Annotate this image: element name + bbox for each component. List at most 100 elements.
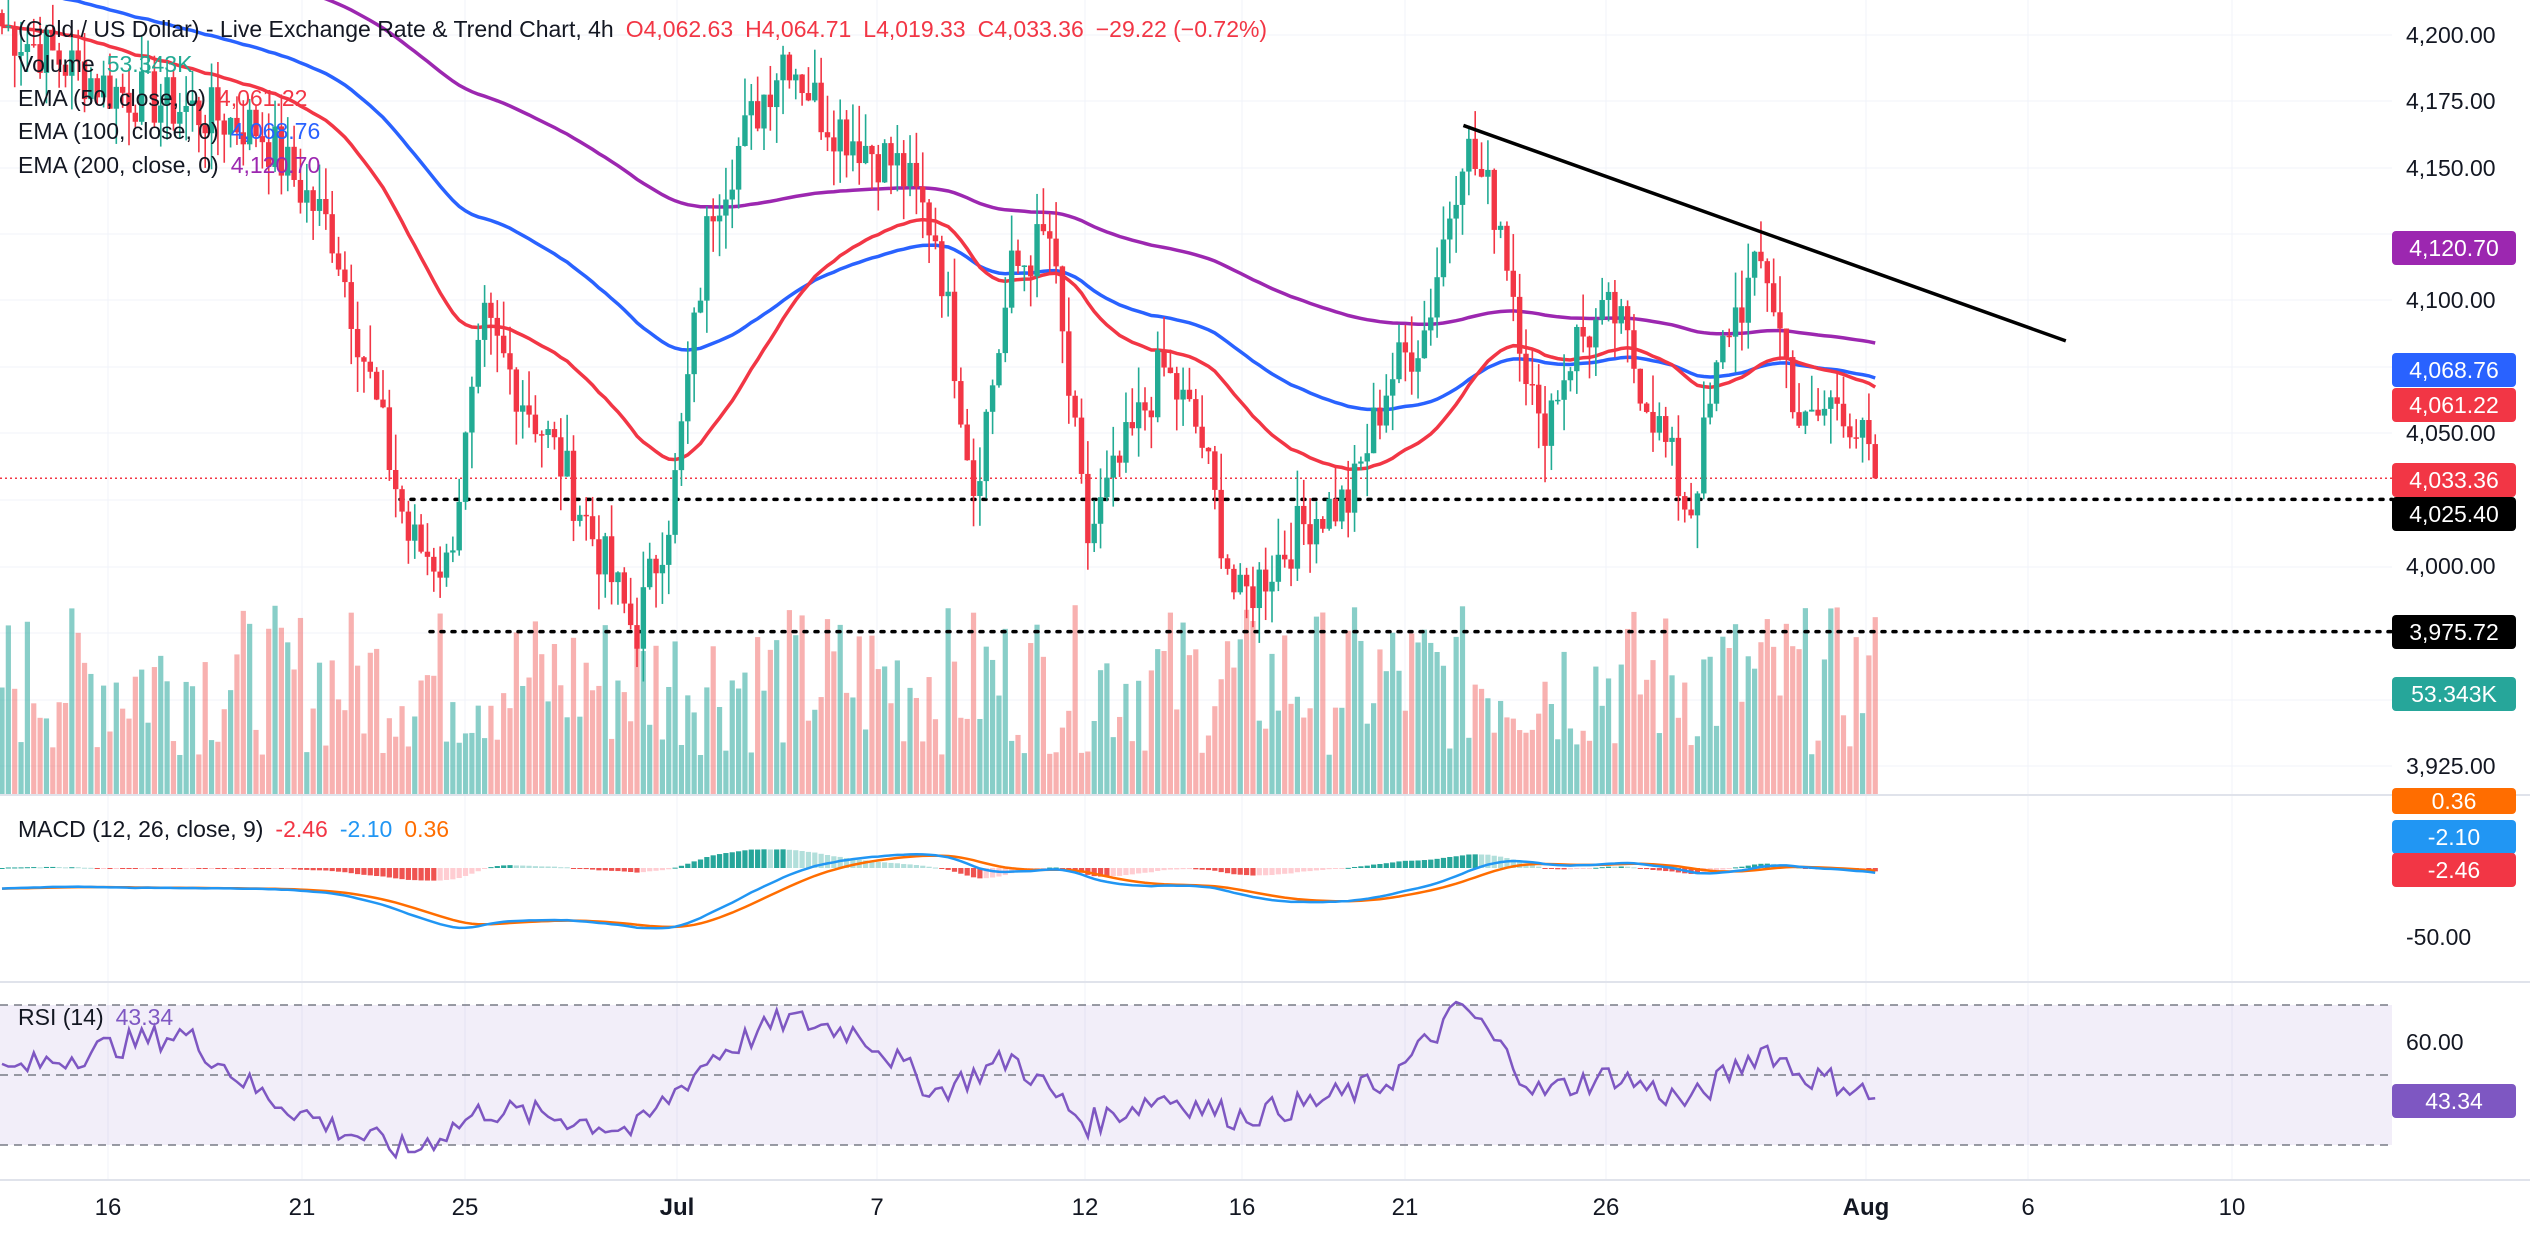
candle-body: [1459, 171, 1466, 205]
volume-bar: [69, 608, 75, 795]
macd-histogram-bar: [888, 862, 894, 868]
macd-histogram-bar: [1421, 860, 1427, 868]
volume-bar: [75, 632, 81, 795]
volume-bar: [1701, 659, 1707, 795]
support-level-badge: 3,975.72: [2392, 615, 2516, 649]
macd-histogram-bar: [355, 868, 361, 875]
volume-bar: [367, 652, 373, 795]
macd-histogram-bar: [374, 868, 380, 877]
volume-bar: [1142, 750, 1148, 795]
macd-histogram-bar: [75, 867, 81, 869]
candle-body: [1047, 231, 1053, 239]
volume-bar: [945, 608, 951, 795]
macd-histogram-bar: [1256, 868, 1262, 876]
volume-bar: [513, 632, 519, 795]
volume-bar: [1129, 741, 1135, 795]
macd-histogram-bar: [1117, 868, 1123, 876]
macd-histogram-bar: [24, 867, 30, 869]
macd-histogram-bar: [94, 868, 100, 869]
candle-body: [1135, 402, 1142, 429]
macd-histogram-bar: [1548, 868, 1554, 869]
ema50-legend[interactable]: EMA (50, close, 0) 4,061.22: [18, 85, 319, 112]
macd-signal-value: 0.36: [404, 816, 450, 842]
volume-bar: [1478, 688, 1485, 795]
candle-body: [621, 572, 627, 604]
candle-body: [164, 77, 170, 106]
candle-body: [659, 564, 666, 574]
volume-bar: [710, 646, 716, 795]
candle-body: [259, 136, 266, 143]
macd-histogram-bar: [342, 868, 348, 873]
rsi-legend[interactable]: RSI (14) 43.34: [18, 1004, 185, 1031]
macd-histogram-bar: [228, 868, 234, 869]
candle-body: [1237, 574, 1243, 593]
ema100-legend[interactable]: EMA (100, close, 0) 4,068.76: [18, 118, 332, 145]
symbol-legend[interactable]: (Gold / US Dollar) - Live Exchange Rate …: [18, 16, 1279, 43]
volume-bar: [1859, 713, 1866, 795]
volume-legend[interactable]: Volume 53.343K: [18, 51, 204, 78]
volume-bar: [443, 741, 450, 795]
volume-bar: [716, 707, 723, 795]
candle-body: [94, 78, 100, 98]
ema200-legend[interactable]: EMA (200, close, 0) 4,120.70: [18, 152, 332, 179]
candle-body: [1059, 266, 1066, 332]
macd-histogram-bar: [913, 864, 919, 868]
volume-bar: [1682, 682, 1688, 795]
candle-body: [551, 429, 558, 438]
candle-body: [1434, 277, 1440, 318]
macd-histogram-bar: [1656, 868, 1662, 871]
macd-tick: -50.00: [2406, 924, 2472, 950]
volume-bar: [920, 741, 926, 795]
macd-histogram-bar: [196, 868, 202, 869]
volume-bar: [1440, 665, 1447, 795]
candle-body: [373, 371, 380, 400]
candle-body: [1497, 225, 1504, 230]
candle-body: [151, 71, 158, 123]
candle-body: [1320, 519, 1326, 529]
macd-histogram-bar: [1155, 868, 1161, 871]
volume-bar: [1790, 646, 1796, 795]
ohlc-change: −29.22 (−0.72%): [1095, 16, 1268, 42]
macd-histogram-bar: [139, 868, 145, 869]
candle-body: [837, 119, 843, 152]
macd-histogram-bar: [602, 868, 608, 871]
volume-bar: [939, 754, 945, 795]
candle-body: [37, 44, 43, 73]
macd-histogram-bar: [37, 867, 43, 869]
volume-bar: [1421, 629, 1427, 795]
candle-body: [596, 539, 602, 575]
macd-pane: [0, 849, 1878, 930]
candle-body: [1415, 358, 1421, 372]
candle-body: [18, 51, 24, 56]
time-tick: 16: [1228, 1194, 1256, 1221]
candle-body: [1764, 261, 1770, 284]
macd-legend[interactable]: MACD (12, 26, close, 9) -2.46 -2.10 0.36: [18, 816, 461, 843]
candle-body: [1523, 353, 1529, 385]
candle-body: [697, 300, 704, 313]
candle-body: [361, 357, 367, 362]
volume-bar: [348, 612, 354, 795]
volume-bar: [1713, 725, 1720, 795]
candle-body: [329, 214, 335, 254]
macd-histogram-bar: [1694, 868, 1701, 875]
volume-bar: [1796, 649, 1802, 795]
candle-body: [1567, 371, 1574, 381]
macd-histogram-bar: [1212, 868, 1218, 871]
candle-body: [272, 126, 278, 167]
volume-bar: [462, 733, 469, 795]
volume-bar: [1345, 630, 1351, 795]
candle-body: [1618, 306, 1624, 324]
candle-body: [1015, 250, 1021, 266]
macd-histogram-bar: [1244, 868, 1250, 876]
candle-body: [786, 54, 793, 81]
volume-bar: [1828, 608, 1834, 795]
volume-badge: 53.343K: [2392, 677, 2516, 711]
volume-bar: [983, 646, 989, 795]
macd-histogram-bar: [329, 868, 335, 872]
volume-bar: [1758, 642, 1764, 795]
macd-histogram-bar: [1447, 856, 1453, 868]
candle-body: [958, 381, 964, 425]
macd-histogram-bar: [456, 868, 462, 879]
